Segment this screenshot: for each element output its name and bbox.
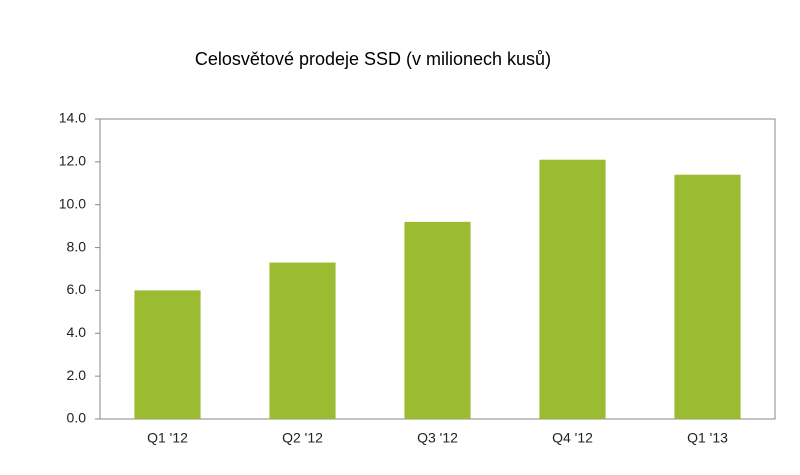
bar [539,159,606,419]
x-tick-label: Q2 '12 [282,430,323,446]
x-tick-label: Q1 '12 [147,430,188,446]
bar [134,290,201,419]
y-tick-label: 2.0 [67,367,87,383]
y-tick-label: 12.0 [59,153,86,169]
bar [269,262,336,419]
y-tick-label: 10.0 [59,195,86,211]
x-tick-label: Q1 '13 [687,430,728,446]
x-tick-label: Q4 '12 [552,430,593,446]
y-tick-label: 8.0 [67,238,87,254]
y-tick-label: 14.0 [59,110,86,126]
y-tick-label: 6.0 [67,281,87,297]
x-tick-label: Q3 '12 [417,430,458,446]
y-tick-label: 4.0 [67,324,87,340]
bar [404,221,471,419]
chart-title: Celosvětové prodeje SSD (v milionech kus… [195,49,551,69]
y-tick-label: 0.0 [67,410,87,426]
bar [674,174,741,419]
